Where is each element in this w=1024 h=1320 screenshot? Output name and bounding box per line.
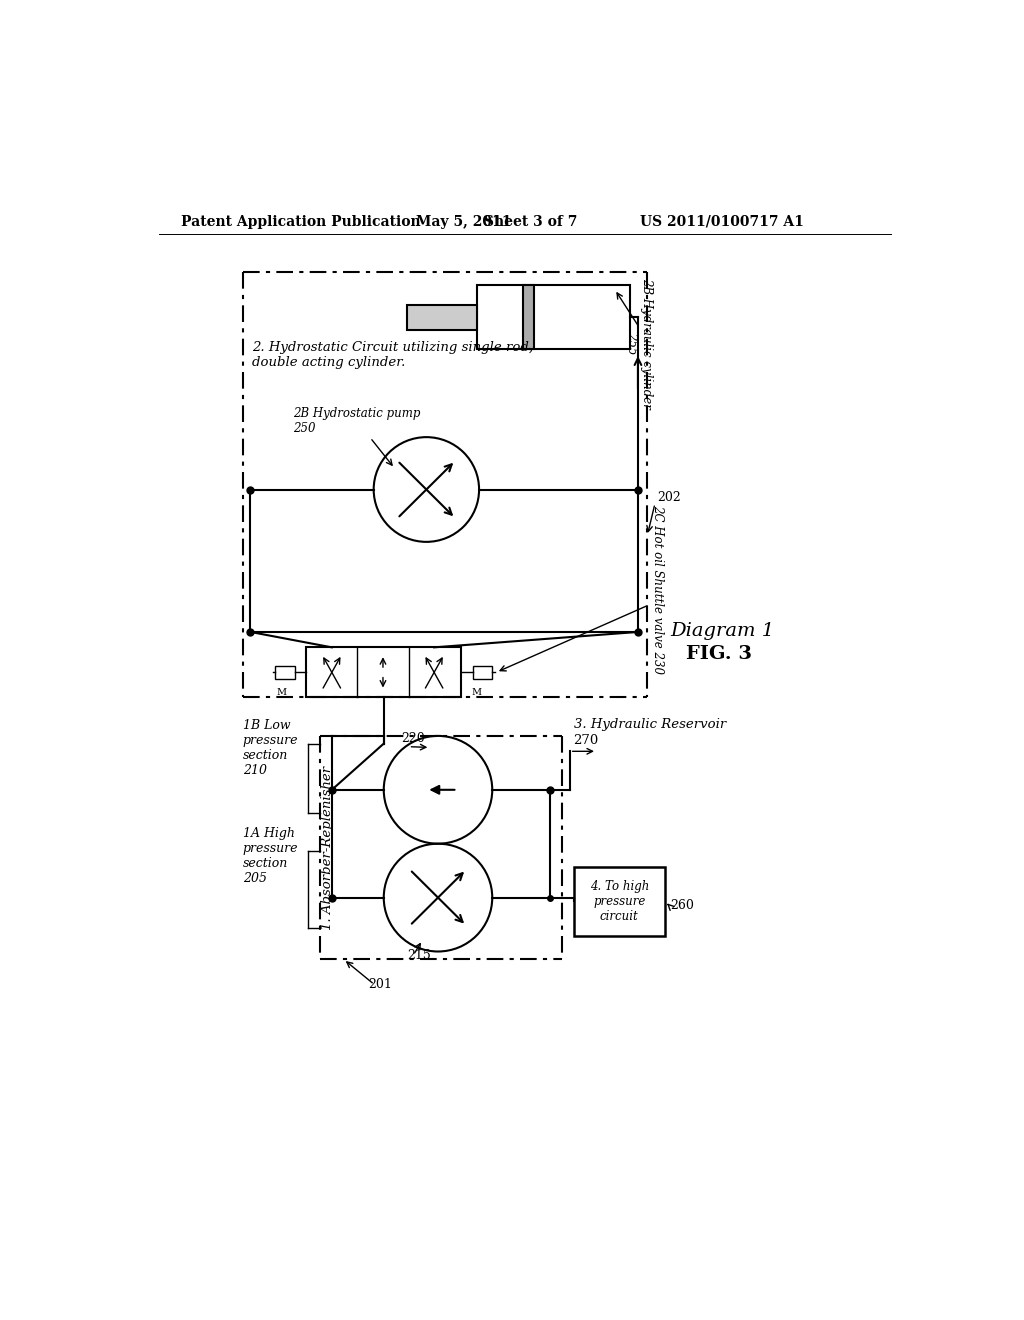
Text: 270: 270 [573,734,599,747]
Text: US 2011/0100717 A1: US 2011/0100717 A1 [640,215,804,228]
Text: 220: 220 [400,733,425,744]
Text: 202: 202 [657,491,681,504]
Bar [275,667,295,678]
Text: Patent Application Publication: Patent Application Publication [180,215,420,228]
Bar [573,867,665,936]
Text: May 5, 2011: May 5, 2011 [417,215,512,228]
Text: FIG. 3: FIG. 3 [686,645,752,663]
Text: M: M [276,688,286,697]
Text: 1B Low
pressure
section
210: 1B Low pressure section 210 [243,719,298,777]
Text: 3. Hydraulic Reservoir: 3. Hydraulic Reservoir [573,718,726,731]
Text: 201: 201 [369,978,392,991]
Text: 1A High
pressure
section
205: 1A High pressure section 205 [243,828,298,886]
Text: Sheet 3 of 7: Sheet 3 of 7 [484,215,578,228]
Text: 2. Hydrostatic Circuit utilizing single rod,
double acting cylinder.: 2. Hydrostatic Circuit utilizing single … [252,341,534,368]
Text: 215: 215 [407,949,431,962]
Text: 1. Absorber-Replenisher: 1. Absorber-Replenisher [322,766,335,929]
Bar [477,285,630,350]
Bar [473,667,493,678]
Bar [306,647,461,697]
Text: M: M [471,688,481,697]
Bar [407,305,477,330]
Bar [523,285,535,350]
Text: 2B Hydraulic cylinder
255: 2B Hydraulic cylinder 255 [626,277,653,409]
Text: Diagram 1: Diagram 1 [671,622,774,640]
Text: 4. To high
pressure
circuit: 4. To high pressure circuit [590,880,649,923]
Text: 260: 260 [671,899,694,912]
Text: 2C Hot oil Shuttle valve 230: 2C Hot oil Shuttle valve 230 [651,506,664,675]
Text: 2B Hydrostatic pump
250: 2B Hydrostatic pump 250 [293,407,421,465]
